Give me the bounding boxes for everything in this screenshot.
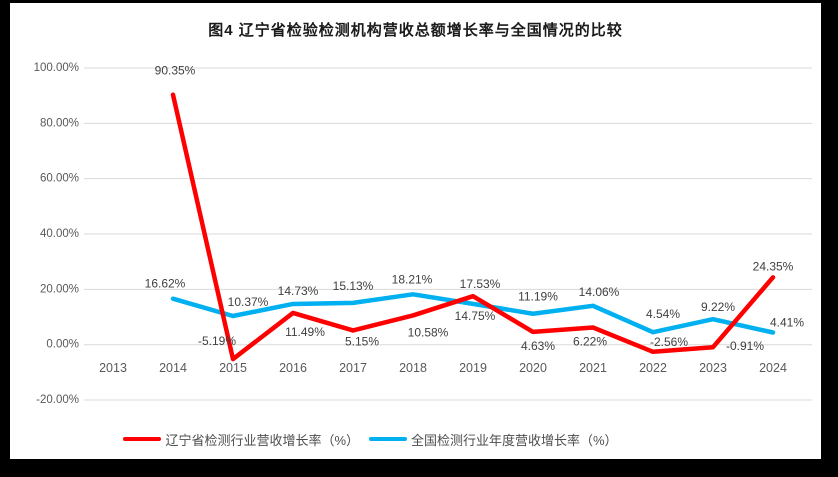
- frame-border-right: [821, 0, 838, 477]
- legend-line-swatch: [369, 436, 407, 442]
- data-label: 10.37%: [228, 295, 269, 309]
- x-axis-tick-label: 2019: [459, 361, 487, 375]
- y-axis-tick-label: -20.00%: [36, 394, 79, 406]
- data-label: -0.91%: [726, 339, 764, 353]
- x-axis-tick-label: 2023: [699, 361, 727, 375]
- series-line-0: [170, 92, 776, 362]
- data-label: 4.63%: [521, 339, 555, 353]
- y-axis-tick-label: 80.00%: [40, 117, 79, 129]
- data-label: 14.75%: [455, 309, 496, 323]
- data-label: 24.35%: [753, 259, 794, 273]
- data-label: 4.41%: [770, 315, 804, 329]
- data-label: 9.22%: [701, 300, 735, 314]
- frame-border-bottom: [0, 459, 838, 477]
- data-label: 6.22%: [573, 334, 607, 348]
- x-axis-tick-label: 2024: [759, 361, 787, 375]
- y-axis-tick-label: 40.00%: [40, 228, 79, 240]
- frame-border-top: [0, 0, 838, 3]
- chart-title: 图4 辽宁省检验检测机构营收总额增长率与全国情况的比较: [208, 22, 623, 39]
- legend-item-1: 全国检测行业年度营收增长率（%）: [369, 430, 618, 449]
- x-axis-tick-label: 2020: [519, 361, 547, 375]
- y-axis-tick-label: 100.00%: [34, 62, 79, 74]
- data-label: 10.58%: [408, 325, 449, 339]
- x-axis-tick-label: 2021: [579, 361, 607, 375]
- data-label: 11.49%: [285, 325, 325, 339]
- x-axis-tick-label: 2014: [159, 361, 187, 375]
- legend-label: 全国检测行业年度营收增长率（%）: [411, 432, 618, 448]
- data-label: 11.19%: [518, 290, 558, 304]
- data-label: -2.56%: [650, 335, 688, 349]
- x-axis-tick-label: 2018: [399, 361, 427, 375]
- series-line-1: [170, 292, 776, 335]
- x-axis-tick-label: 2017: [339, 361, 367, 375]
- y-axis-tick-label: 20.00%: [40, 283, 79, 295]
- data-label: 17.53%: [460, 277, 501, 291]
- data-label: 90.35%: [155, 64, 196, 78]
- y-axis-tick-label: 60.00%: [40, 173, 79, 185]
- data-label: 18.21%: [392, 272, 433, 286]
- data-label: 16.62%: [145, 277, 186, 291]
- data-label: 14.73%: [278, 284, 319, 298]
- legend-label: 辽宁省检测行业营收增长率（%）: [165, 432, 359, 448]
- legend-item-0: 辽宁省检测行业营收增长率（%）: [123, 430, 359, 449]
- frame-border-left: [0, 0, 10, 477]
- x-axis-tick-label: 2013: [99, 361, 127, 375]
- x-axis-tick-label: 2016: [279, 361, 307, 375]
- chart-legend: 辽宁省检测行业营收增长率（%） 全国检测行业年度营收增长率（%）: [0, 430, 776, 448]
- data-label: 4.54%: [646, 307, 680, 321]
- data-label: 14.06%: [579, 285, 620, 299]
- data-label: -5.19%: [198, 334, 236, 348]
- data-label: 5.15%: [345, 334, 379, 348]
- data-label: 15.13%: [333, 279, 374, 293]
- y-axis-tick-label: 0.00%: [46, 339, 79, 351]
- legend-line-swatch: [123, 436, 162, 442]
- x-axis-tick-label: 2015: [219, 361, 247, 375]
- x-axis-tick-label: 2022: [639, 361, 667, 375]
